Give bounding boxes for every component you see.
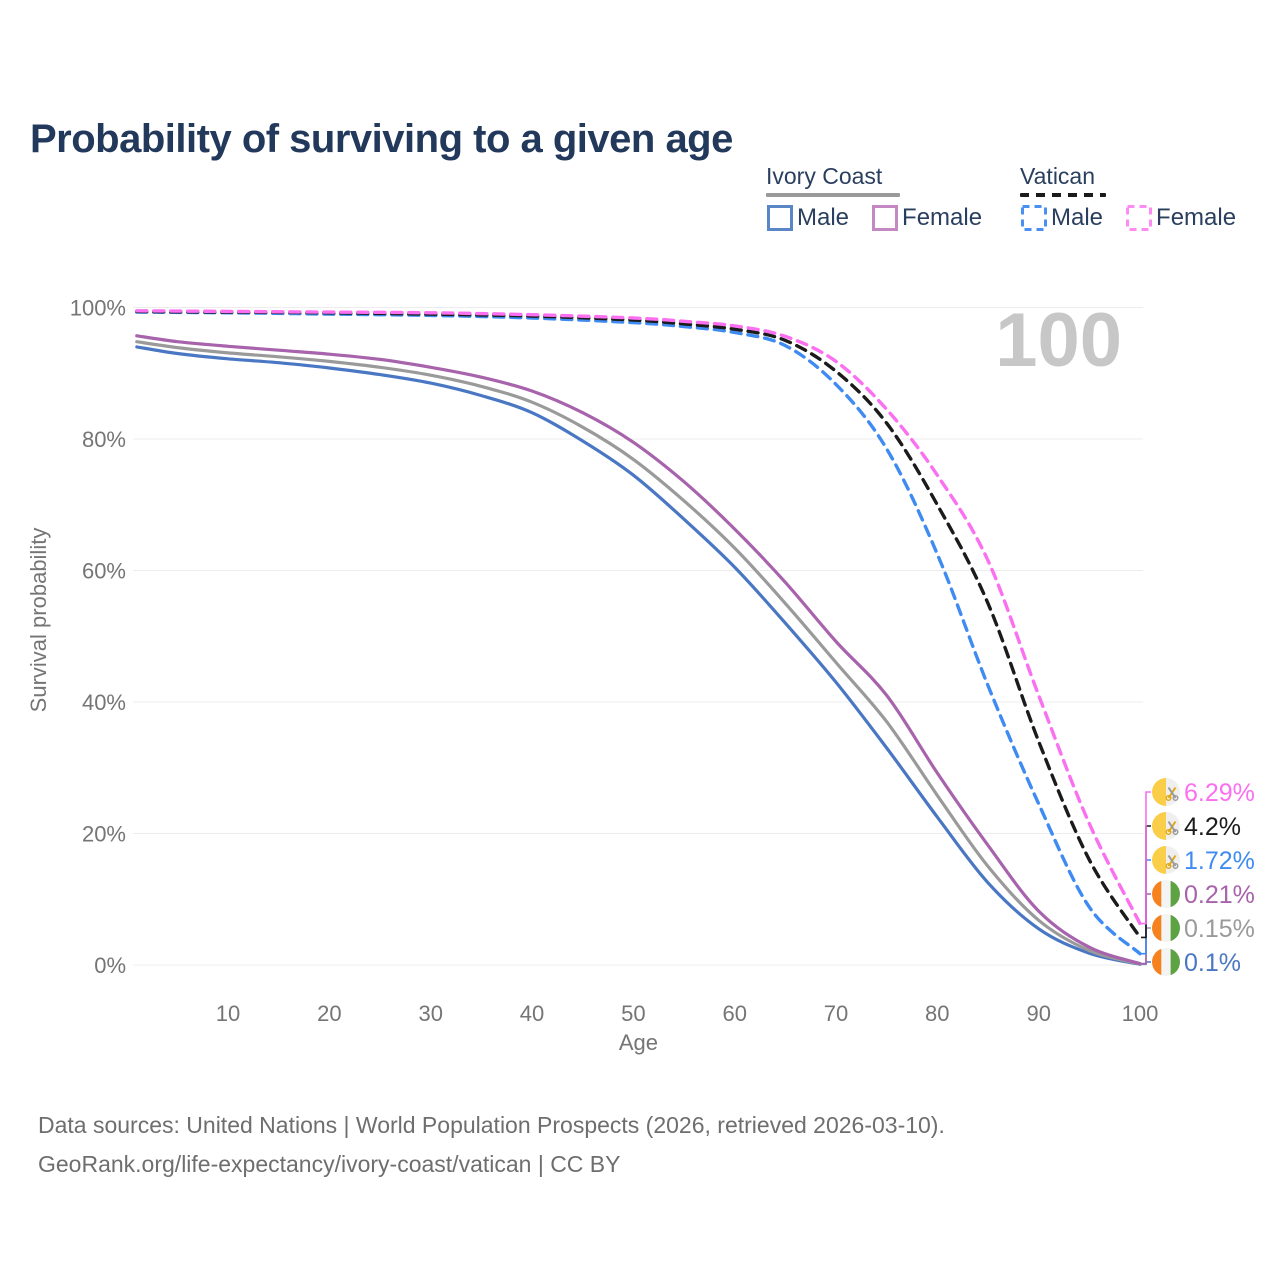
x-tick-label: 60 bbox=[722, 1001, 746, 1026]
survival-probability-chart: 0% 20% 40% 60% 80% 100% 10 20 30 40 50 60 70 80 90 100 A… bbox=[26, 296, 1255, 1056]
x-tick-label: 50 bbox=[621, 1001, 645, 1026]
legend-country-header-ivory-coast: Ivory Coast bbox=[766, 163, 982, 197]
legend-group-vatican: Vatican Male Female bbox=[1020, 163, 1236, 232]
x-tick-label: 100 bbox=[1122, 1001, 1159, 1026]
y-tick-label: 0% bbox=[94, 953, 126, 978]
legend-group-ivory-coast: Ivory Coast Male Female bbox=[766, 163, 982, 232]
x-tick-label: 20 bbox=[317, 1001, 341, 1026]
legend-item-ivory-coast-male[interactable]: Male bbox=[766, 204, 849, 232]
end-label-connector-vatican-female bbox=[1141, 791, 1151, 925]
ivory-coast-flag-icon bbox=[1152, 948, 1180, 976]
ivory-coast-flag-icon bbox=[1152, 914, 1180, 942]
curve-vatican-male bbox=[135, 310, 1142, 956]
female-solid-swatch-icon bbox=[872, 205, 899, 231]
x-axis-title: Age bbox=[619, 1030, 658, 1055]
ivory-coast-flag-icon bbox=[1152, 880, 1180, 908]
x-tick-label: 90 bbox=[1026, 1001, 1050, 1026]
legend-item-label: Male bbox=[797, 204, 850, 231]
end-value-label-ivory-coast-male: 0.1% bbox=[1184, 949, 1241, 977]
chart-footer: Data sources: United Nations | World Pop… bbox=[38, 1106, 945, 1184]
curve-vatican-both bbox=[135, 309, 1142, 940]
curve-ivory-coast-female bbox=[135, 334, 1142, 966]
legend-country-name: Ivory Coast bbox=[766, 163, 883, 189]
age-counter-watermark: 100 bbox=[995, 298, 1122, 383]
y-axis-title: Survival probability bbox=[26, 528, 51, 713]
legend-item-label: Female bbox=[902, 204, 983, 231]
vatican-flag-icon bbox=[1152, 812, 1180, 840]
curve-ivory-coast-both bbox=[135, 340, 1142, 966]
legend-item-label: Female bbox=[1156, 204, 1237, 231]
end-value-label-ivory-coast-both: 0.15% bbox=[1184, 915, 1255, 943]
legend: Ivory Coast Male Female Vatican bbox=[0, 163, 1280, 253]
y-tick-label: 100% bbox=[70, 296, 126, 321]
vatican-line-sample bbox=[1020, 193, 1106, 197]
legend-item-vatican-female[interactable]: Female bbox=[1125, 204, 1236, 232]
y-tick-label: 80% bbox=[82, 427, 126, 452]
data-sources-line: Data sources: United Nations | World Pop… bbox=[38, 1112, 945, 1138]
ivory-coast-line-sample bbox=[766, 193, 900, 197]
y-tick-label: 60% bbox=[82, 559, 126, 584]
legend-item-ivory-coast-female[interactable]: Female bbox=[871, 204, 982, 232]
x-tick-label: 30 bbox=[418, 1001, 442, 1026]
end-value-label-vatican-male: 1.72% bbox=[1184, 847, 1255, 875]
legend-item-label: Male bbox=[1051, 204, 1104, 231]
vatican-flag-icon bbox=[1152, 778, 1180, 806]
curve-vatican-female bbox=[135, 309, 1142, 926]
vatican-flag-icon bbox=[1152, 846, 1180, 874]
x-tick-label: 10 bbox=[216, 1001, 240, 1026]
attribution-line: GeoRank.org/life-expectancy/ivory-coast/… bbox=[38, 1151, 621, 1177]
x-tick-label: 70 bbox=[824, 1001, 848, 1026]
end-value-label-ivory-coast-female: 0.21% bbox=[1184, 881, 1255, 909]
x-tick-label: 40 bbox=[520, 1001, 544, 1026]
legend-country-header-vatican: Vatican bbox=[1020, 163, 1236, 197]
curve-ivory-coast-male bbox=[135, 345, 1142, 966]
legend-item-vatican-male[interactable]: Male bbox=[1020, 204, 1103, 232]
male-solid-swatch-icon bbox=[767, 205, 793, 231]
x-tick-label: 80 bbox=[925, 1001, 949, 1026]
page-title: Probability of surviving to a given age bbox=[30, 116, 733, 161]
y-tick-label: 20% bbox=[82, 822, 126, 847]
end-value-label-vatican-female: 6.29% bbox=[1184, 779, 1255, 807]
y-tick-label: 40% bbox=[82, 690, 126, 715]
legend-country-name: Vatican bbox=[1020, 163, 1096, 189]
end-value-label-vatican-both: 4.2% bbox=[1184, 813, 1241, 841]
